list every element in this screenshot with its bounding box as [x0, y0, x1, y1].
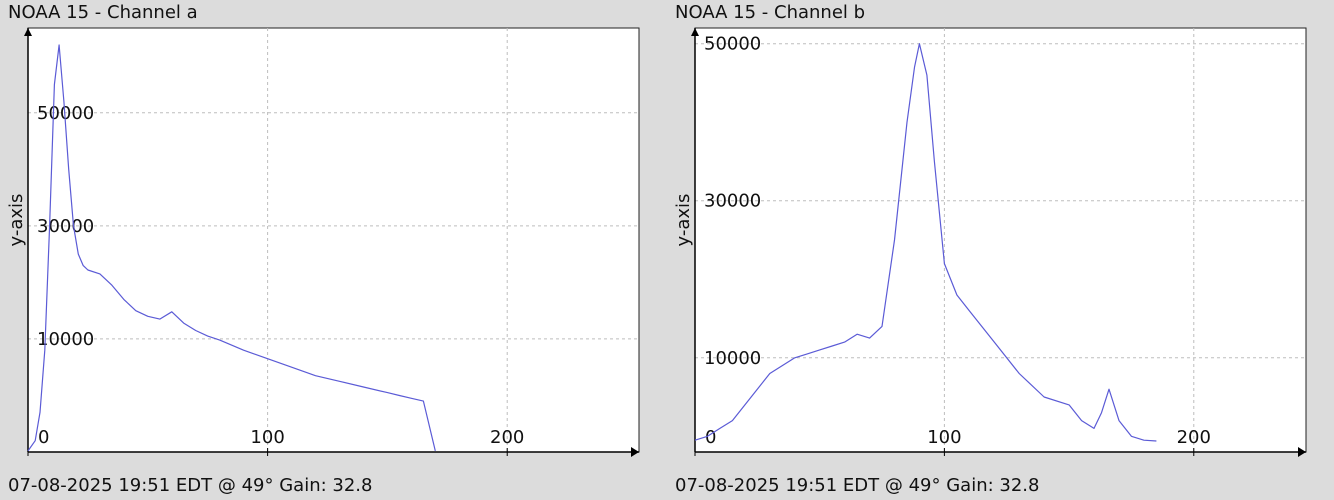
chart-svg-a: 0 100 200 10000 30000 50000 y-axis	[6, 27, 640, 457]
x-axis-arrow	[1298, 447, 1306, 457]
series-line	[27, 44, 436, 452]
y-tick-label: 30000	[37, 216, 94, 237]
x-axis-arrow	[631, 447, 639, 457]
x-tick-label: 0	[38, 427, 49, 448]
x-tick-label: 100	[927, 427, 961, 448]
x-tick-label: 100	[250, 427, 284, 448]
plot-area	[27, 27, 640, 453]
chart-svg-b: 0 100 200 10000 30000 50000 y-axis	[673, 27, 1307, 457]
chart-footer: 07-08-2025 19:51 EDT @ 49° Gain: 32.8	[8, 475, 373, 496]
chart-title: NOAA 15 - Channel a	[8, 2, 198, 23]
y-axis-arrow	[691, 28, 699, 36]
chart-title: NOAA 15 - Channel b	[675, 2, 866, 23]
chart-panel-a: NOAA 15 - Channel a 0 100 200 10000 30000 500…	[6, 2, 640, 496]
chart-footer: 07-08-2025 19:51 EDT @ 49° Gain: 32.8	[675, 475, 1040, 496]
y-tick-label: 50000	[37, 103, 94, 124]
y-tick-label: 30000	[704, 191, 761, 212]
y-tick-label: 10000	[704, 348, 761, 369]
series-line	[694, 43, 1157, 442]
plot-area	[694, 27, 1307, 453]
x-tick-label: 200	[490, 427, 524, 448]
x-tick-label: 200	[1177, 427, 1211, 448]
x-tick-label: 0	[705, 427, 716, 448]
chart-panel-b: NOAA 15 - Channel b 0 100 200 10000 30000 500…	[667, 0, 1334, 500]
y-axis-arrow	[24, 28, 32, 36]
y-tick-label: 50000	[704, 34, 761, 55]
y-axis-label: y-axis	[673, 194, 694, 247]
y-tick-label: 10000	[37, 329, 94, 350]
y-axis-label: y-axis	[6, 194, 27, 247]
